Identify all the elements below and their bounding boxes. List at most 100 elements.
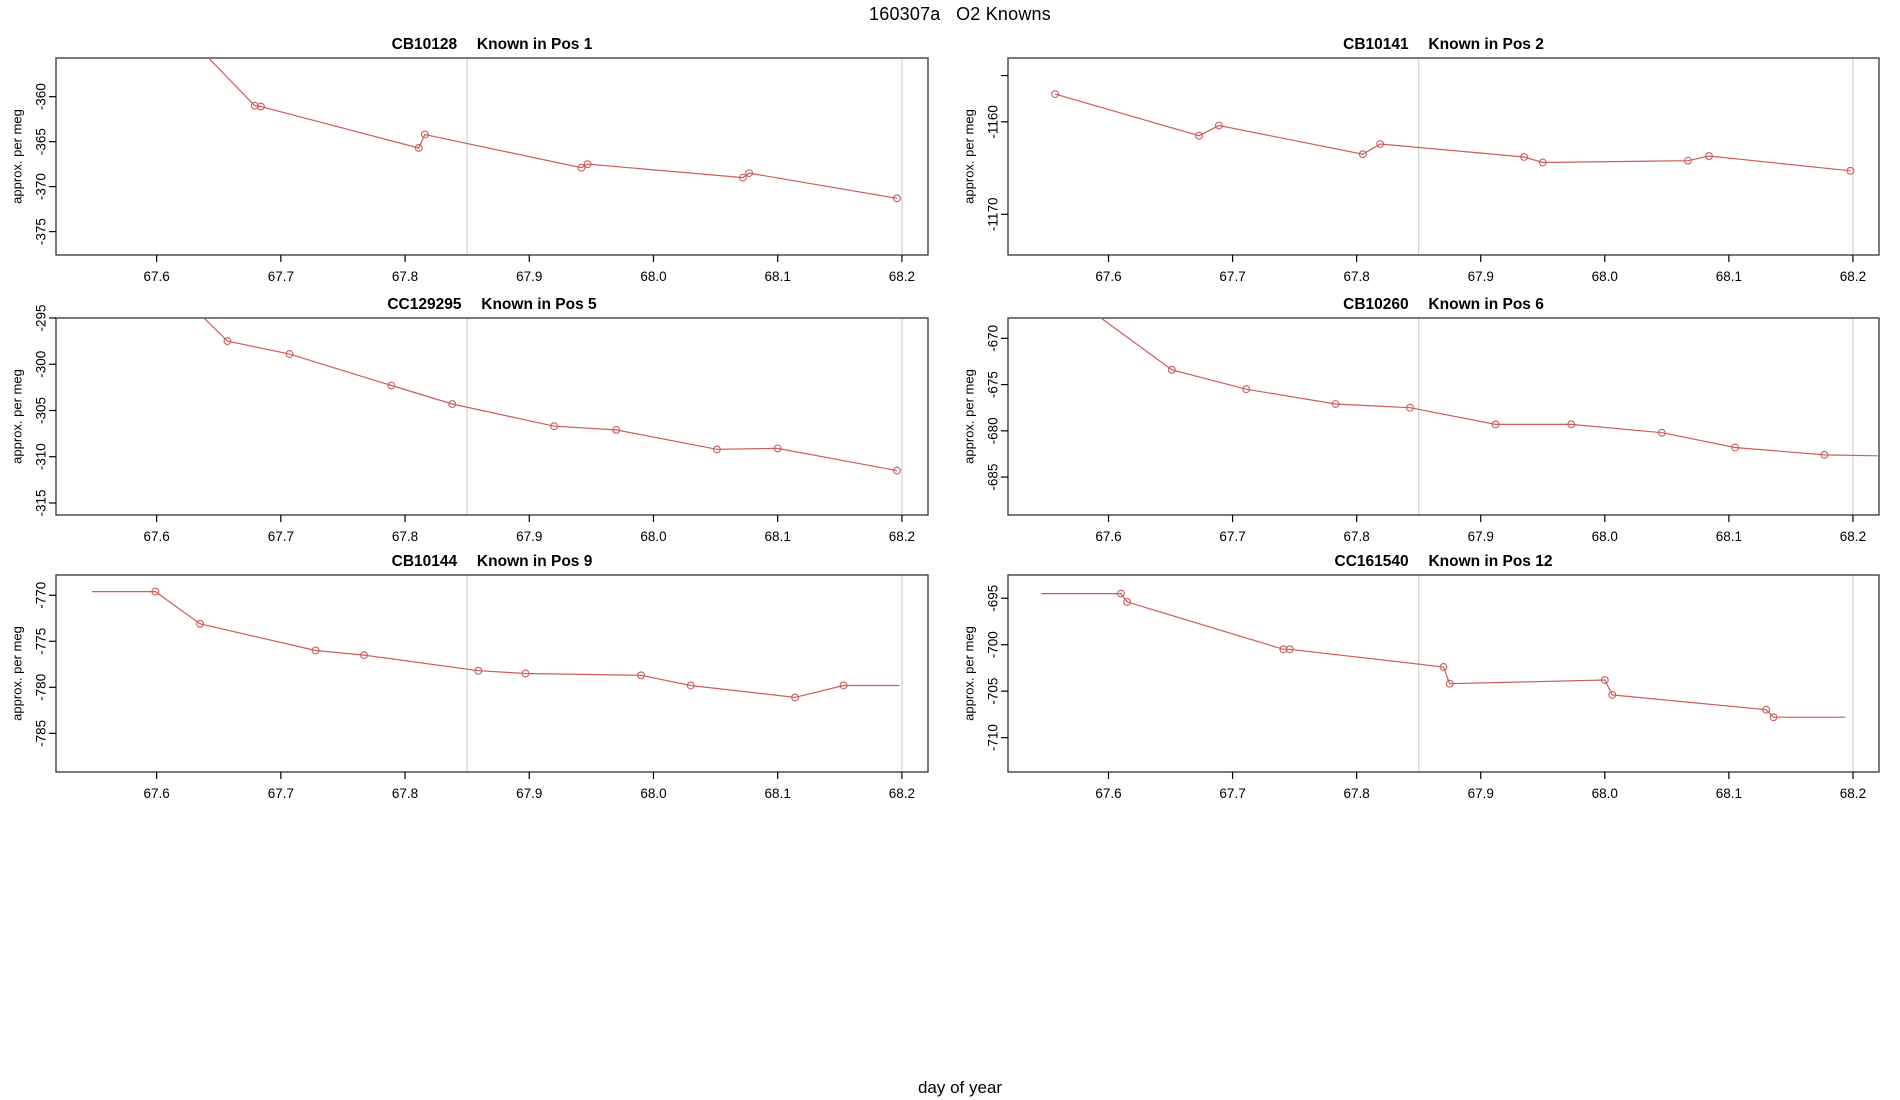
data-point-marker — [257, 102, 265, 111]
y-tick-label: -295 — [34, 304, 49, 331]
data-point-marker — [414, 144, 423, 152]
gridlines — [1417, 575, 1854, 772]
gridlines — [1417, 318, 1854, 515]
data-point-marker — [1214, 121, 1223, 130]
panel-cc129295-pos5: CC129295 Known in Pos 5 67.6 67.7 67.8 67.9 6… — [0, 260, 952, 566]
data-point-marker — [1520, 153, 1529, 161]
data-point-marker — [1279, 645, 1288, 654]
y-axis: -770 -775 -780 -785 — [34, 582, 56, 747]
x-tick-label: 67.8 — [392, 529, 418, 544]
chart-svg: CC129295 Known in Pos 5 67.6 67.7 67.8 67.9 6… — [9, 296, 929, 544]
x-tick-label: 68.1 — [765, 786, 791, 801]
y-axis-label: approx. per meg — [961, 109, 976, 204]
x-axis: 67.6 67.7 67.8 67.9 68.0 68.1 68.2 — [1095, 255, 1866, 284]
data-point-marker — [791, 693, 800, 702]
data-point-marker — [1491, 420, 1500, 429]
data-point-marker — [745, 169, 754, 178]
data-series — [1041, 589, 1846, 722]
data-point-marker — [738, 173, 747, 182]
y-tick-label: -680 — [986, 417, 1001, 444]
x-axis-label: day of year — [917, 1078, 1003, 1097]
data-point-marker — [712, 445, 721, 454]
data-point-marker — [892, 466, 901, 475]
x-tick-label: 67.8 — [1344, 786, 1370, 801]
x-tick-label: 68.2 — [1840, 529, 1866, 544]
data-series — [203, 318, 901, 475]
panel-cc161540-pos12: CC161540 Known in Pos 12 67.6 67.7 67.8 67.9… — [952, 517, 1900, 823]
x-tick-label: 67.9 — [516, 529, 542, 544]
x-axis: 67.6 67.7 67.8 67.9 68.0 68.1 68.2 — [143, 772, 915, 801]
x-tick-label: 67.8 — [1344, 269, 1370, 284]
series-line — [1099, 318, 1878, 457]
x-axis: 67.6 67.7 67.8 67.9 68.0 68.1 68.2 — [1095, 772, 1866, 801]
x-tick-label: 67.6 — [143, 269, 169, 284]
gridlines — [466, 318, 903, 515]
panel-title: CB10141 Known in Pos 2 — [1343, 36, 1544, 53]
y-tick-label: -1160 — [986, 105, 1001, 139]
x-tick-label: 68.2 — [889, 529, 915, 544]
y-tick-label: -685 — [986, 464, 1001, 491]
x-tick-label: 68.0 — [640, 269, 666, 284]
panel-title: CC129295 Known in Pos 5 — [387, 296, 597, 313]
y-axis: -360 -365 -370 -375 — [34, 83, 56, 245]
data-point-marker — [583, 160, 592, 169]
series-line — [1054, 93, 1851, 172]
data-point-marker — [1439, 663, 1448, 671]
x-tick-label: 67.6 — [1095, 786, 1121, 801]
data-point-marker — [1769, 713, 1778, 722]
x-tick-label: 68.2 — [889, 269, 915, 284]
y-tick-label: -375 — [34, 218, 49, 245]
data-point-marker — [686, 681, 695, 690]
y-tick-label: -360 — [34, 83, 49, 110]
panel-cb10141-pos2: CB10141 Known in Pos 2 67.6 67.7 67.8 67.9 68… — [952, 0, 1900, 306]
data-point-marker — [223, 337, 232, 346]
data-point-marker — [1358, 150, 1367, 159]
x-tick-label: 67.8 — [392, 269, 418, 284]
x-tick-label: 67.9 — [516, 786, 542, 801]
data-point-marker — [1123, 597, 1132, 606]
data-point-marker — [1683, 156, 1692, 165]
x-tick-label: 67.7 — [268, 786, 294, 801]
y-tick-label: -700 — [986, 631, 1001, 658]
y-tick-label: -675 — [986, 371, 1001, 398]
plot-box — [55, 574, 929, 773]
chart-svg: CB10260 Known in Pos 6 67.6 67.7 67.8 67.9 68… — [961, 296, 1880, 544]
y-tick-label: -705 — [986, 678, 1001, 705]
chart-svg: CB10144 Known in Pos 9 67.6 67.7 67.8 67.9 68… — [9, 553, 929, 801]
x-tick-label: 68.0 — [640, 786, 666, 801]
y-tick-label: -695 — [986, 585, 1001, 612]
plot-box — [55, 317, 929, 516]
data-series — [207, 58, 901, 203]
x-tick-label: 67.7 — [268, 529, 294, 544]
y-axis-label: approx. per meg — [9, 626, 24, 721]
x-tick-label: 67.9 — [1468, 529, 1494, 544]
y-tick-label: -370 — [34, 173, 49, 200]
series-line — [203, 318, 898, 472]
y-axis: -670 -675 -680 -685 — [986, 325, 1008, 491]
y-tick-label: -1170 — [986, 198, 1001, 232]
plot-box — [55, 57, 929, 256]
y-tick-label: -365 — [34, 128, 49, 155]
y-tick-label: -305 — [34, 397, 49, 424]
plot-box — [1007, 317, 1880, 516]
data-point-marker — [1406, 403, 1414, 412]
data-point-marker — [387, 381, 396, 390]
data-point-marker — [1705, 152, 1713, 160]
panel-title: CC161540 Known in Pos 12 — [1335, 553, 1553, 570]
y-tick-label: -780 — [34, 674, 49, 701]
panel-title: CB10144 Known in Pos 9 — [392, 553, 593, 570]
x-axis: 67.6 67.7 67.8 67.9 68.0 68.1 68.2 — [1095, 515, 1866, 544]
data-point-marker — [892, 194, 901, 203]
x-tick-label: 67.6 — [143, 529, 169, 544]
y-tick-label: -300 — [34, 351, 49, 378]
series-line — [92, 590, 900, 699]
data-point-marker — [1167, 365, 1176, 374]
chart-svg: CC161540 Known in Pos 12 67.6 67.7 67.8 67.9… — [961, 553, 1880, 801]
x-tick-label: 68.0 — [1592, 786, 1618, 801]
data-point-marker — [637, 671, 646, 680]
data-point-marker — [773, 444, 782, 453]
data-point-marker — [1567, 420, 1576, 429]
data-point-marker — [1731, 443, 1740, 452]
y-tick-label: -710 — [986, 724, 1001, 751]
